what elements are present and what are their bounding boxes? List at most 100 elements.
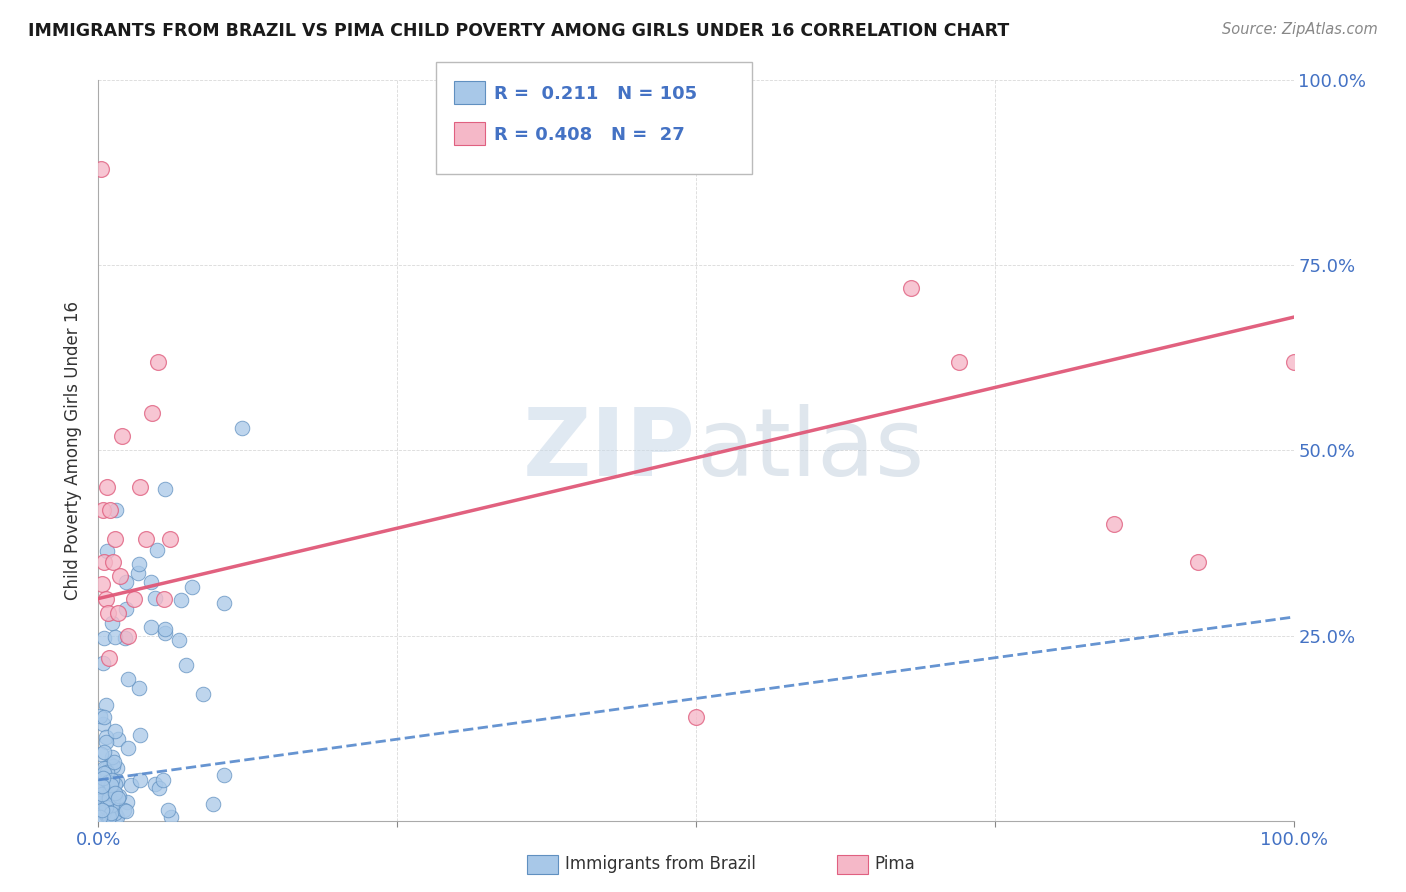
Point [105,773,128,788]
Point [91,576,114,591]
Point [97,792,120,806]
Point [93,801,115,815]
Point [98,797,121,812]
Point [107,791,129,805]
Text: Immigrants from Brazil: Immigrants from Brazil [565,855,756,873]
Point [948,354,970,368]
Point [97,807,120,822]
Point [202,797,225,812]
Point [101,749,124,764]
Point [160,810,183,824]
Point [128,681,150,695]
Point [1104,517,1126,532]
Point [156,803,179,817]
Point [174,657,197,672]
Text: Source: ZipAtlas.com: Source: ZipAtlas.com [1222,22,1378,37]
Point [135,533,157,547]
Point [90,747,112,761]
Point [90,810,112,824]
Point [101,795,124,809]
Point [112,803,135,817]
Point [101,555,124,569]
Point [107,731,129,746]
Point [91,656,114,670]
Text: Pima: Pima [875,855,915,873]
Point [91,778,114,792]
Point [90,162,112,177]
Point [89,709,111,723]
Y-axis label: Child Poverty Among Girls Under 16: Child Poverty Among Girls Under 16 [65,301,83,600]
Point [117,795,139,809]
Text: IMMIGRANTS FROM BRAZIL VS PIMA CHILD POVERTY AMONG GIRLS UNDER 16 CORRELATION CH: IMMIGRANTS FROM BRAZIL VS PIMA CHILD POV… [28,22,1010,40]
Point [100,805,122,820]
Point [152,772,174,787]
Point [128,728,150,742]
Point [153,591,176,606]
Point [153,623,176,637]
Text: R =  0.211   N = 105: R = 0.211 N = 105 [494,85,696,103]
Point [90,787,112,801]
Point [93,765,115,780]
Point [104,503,127,517]
Point [104,533,127,547]
Point [100,778,122,792]
Point [97,806,120,821]
Point [93,745,115,759]
Point [94,761,117,775]
Point [115,601,138,615]
Point [117,673,139,687]
Point [94,806,117,821]
Point [93,710,115,724]
Point [97,607,120,621]
Point [94,591,117,606]
Point [120,778,142,792]
Point [98,650,121,665]
Point [685,710,707,724]
Point [97,810,120,824]
Point [96,808,118,822]
Point [114,574,136,589]
Point [91,804,114,818]
Point [141,407,163,421]
Point [101,772,124,787]
Point [128,558,150,572]
Point [167,632,190,647]
Point [93,761,115,775]
Point [98,756,121,771]
Point [91,502,114,516]
Point [97,791,120,805]
Point [96,800,118,814]
Point [100,798,122,813]
Point [129,480,152,494]
Point [117,628,139,642]
Point [93,631,115,645]
Point [108,569,131,583]
Point [89,791,111,805]
Point [212,767,235,781]
Point [105,794,128,808]
Point [97,775,120,789]
Point [181,581,204,595]
Point [159,533,181,547]
Point [104,786,127,800]
Point [91,780,114,794]
Point [155,626,177,640]
Point [170,593,193,607]
Point [145,591,167,605]
Point [105,810,128,824]
Point [1187,555,1209,569]
Point [96,480,118,494]
Point [93,805,115,820]
Point [129,773,152,788]
Point [96,778,118,792]
Point [96,773,118,788]
Point [108,789,131,803]
Point [90,794,112,808]
Point [103,724,125,739]
Point [146,543,169,558]
Point [104,809,127,823]
Point [96,544,118,558]
Point [231,421,253,435]
Point [94,698,117,713]
Point [124,591,146,606]
